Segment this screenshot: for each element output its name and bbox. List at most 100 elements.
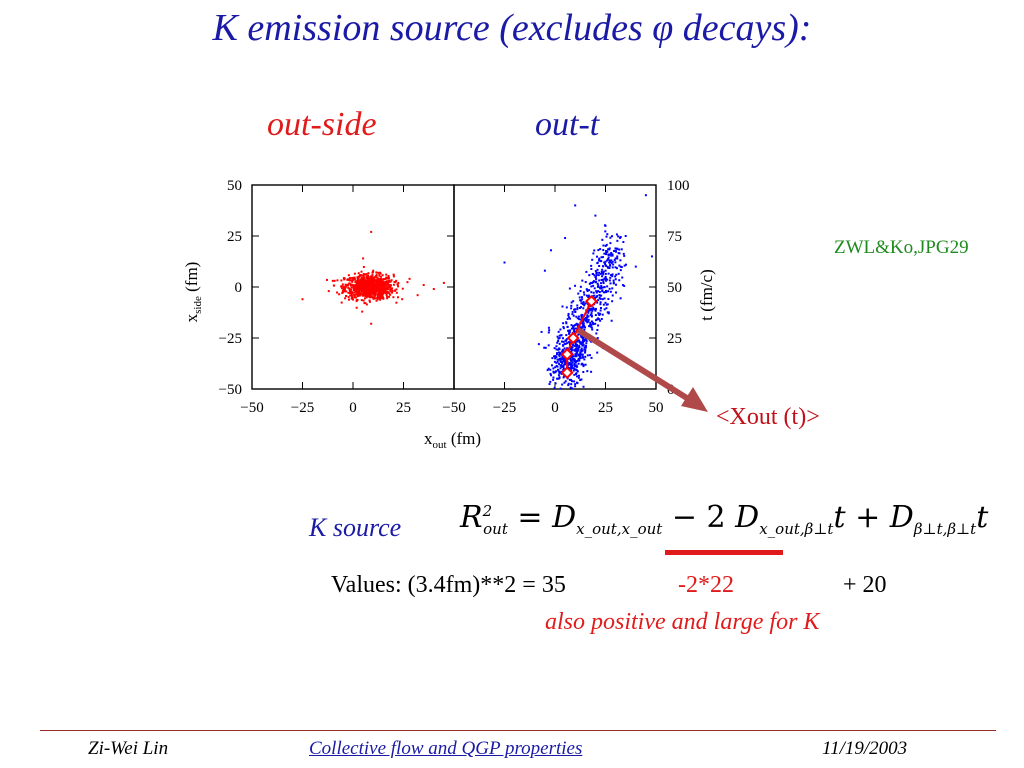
data-point xyxy=(356,295,359,298)
data-point xyxy=(340,285,343,288)
data-point xyxy=(607,248,610,251)
data-point xyxy=(577,315,580,318)
data-point xyxy=(358,294,361,297)
data-point xyxy=(556,352,559,355)
data-point xyxy=(396,283,399,286)
data-point xyxy=(562,340,565,343)
data-point xyxy=(576,317,579,320)
data-point xyxy=(620,266,623,269)
data-point xyxy=(373,284,376,287)
data-point xyxy=(604,272,607,275)
data-point xyxy=(608,247,611,250)
data-point xyxy=(600,287,603,290)
data-point xyxy=(371,274,374,277)
data-point xyxy=(581,298,584,301)
data-point xyxy=(607,311,610,314)
data-point xyxy=(586,354,589,357)
data-point xyxy=(365,277,368,280)
data-point xyxy=(359,284,362,287)
data-point xyxy=(578,306,581,309)
data-point xyxy=(594,275,597,278)
data-point xyxy=(584,326,587,329)
data-point xyxy=(601,275,604,278)
data-point xyxy=(558,357,561,360)
data-point xyxy=(379,292,382,295)
data-point xyxy=(550,374,553,377)
data-point xyxy=(606,303,609,306)
data-point xyxy=(570,362,573,365)
data-point xyxy=(599,297,602,300)
data-point xyxy=(575,368,578,371)
formula-lhs-sup: 2 xyxy=(482,502,493,520)
data-point xyxy=(583,293,586,296)
data-point xyxy=(623,264,626,267)
data-point xyxy=(581,349,584,352)
data-point xyxy=(609,263,612,266)
data-point xyxy=(558,370,561,373)
data-point xyxy=(584,355,587,358)
data-point xyxy=(565,306,568,309)
data-point-outlier xyxy=(331,279,334,282)
data-point xyxy=(372,287,375,290)
data-point xyxy=(579,318,582,321)
data-point xyxy=(347,278,350,281)
data-point xyxy=(578,359,581,362)
data-point xyxy=(580,378,583,381)
data-point xyxy=(604,289,607,292)
data-point xyxy=(570,301,573,304)
data-point xyxy=(565,322,568,325)
data-point xyxy=(612,279,615,282)
data-point xyxy=(601,289,604,292)
data-point xyxy=(357,272,360,275)
data-point xyxy=(572,355,575,358)
data-point xyxy=(594,322,597,325)
data-point xyxy=(365,296,368,299)
data-point xyxy=(375,271,378,274)
data-point-outlier xyxy=(650,255,653,258)
data-point xyxy=(349,279,352,282)
data-point-outlier xyxy=(564,237,567,240)
x-tick-label: −50 xyxy=(442,400,465,416)
data-point xyxy=(345,290,348,293)
data-point xyxy=(364,297,367,300)
data-point xyxy=(376,298,379,301)
data-point xyxy=(349,292,352,295)
data-point xyxy=(382,289,385,292)
data-point xyxy=(587,315,590,318)
data-point xyxy=(597,324,600,327)
data-point xyxy=(568,367,571,370)
data-point xyxy=(581,322,584,325)
data-point xyxy=(360,282,363,285)
data-point xyxy=(565,338,568,341)
data-point xyxy=(569,367,572,370)
formula-minus2: − 2 xyxy=(662,500,736,535)
data-point xyxy=(574,373,577,376)
data-point xyxy=(600,278,603,281)
x-axis-title: xout (fm) xyxy=(424,429,481,451)
y-tick-label: 0 xyxy=(235,280,243,296)
data-point xyxy=(574,348,577,351)
data-point xyxy=(553,386,556,389)
data-point xyxy=(552,378,555,381)
data-point xyxy=(338,293,341,296)
data-point xyxy=(556,348,559,351)
data-point xyxy=(563,347,566,350)
data-point xyxy=(406,281,409,284)
data-point xyxy=(373,288,376,291)
data-point xyxy=(364,295,367,298)
data-point xyxy=(562,358,565,361)
data-point xyxy=(373,281,376,284)
data-point xyxy=(373,296,376,299)
data-point xyxy=(599,312,602,315)
data-point xyxy=(597,285,600,288)
data-point xyxy=(344,283,347,286)
data-point xyxy=(602,273,605,276)
data-point xyxy=(364,291,367,294)
data-point xyxy=(616,255,619,258)
data-point xyxy=(602,278,605,281)
data-point xyxy=(578,357,581,360)
data-point xyxy=(611,260,614,263)
data-point xyxy=(605,251,608,254)
data-point xyxy=(353,277,356,280)
data-point xyxy=(348,287,351,290)
